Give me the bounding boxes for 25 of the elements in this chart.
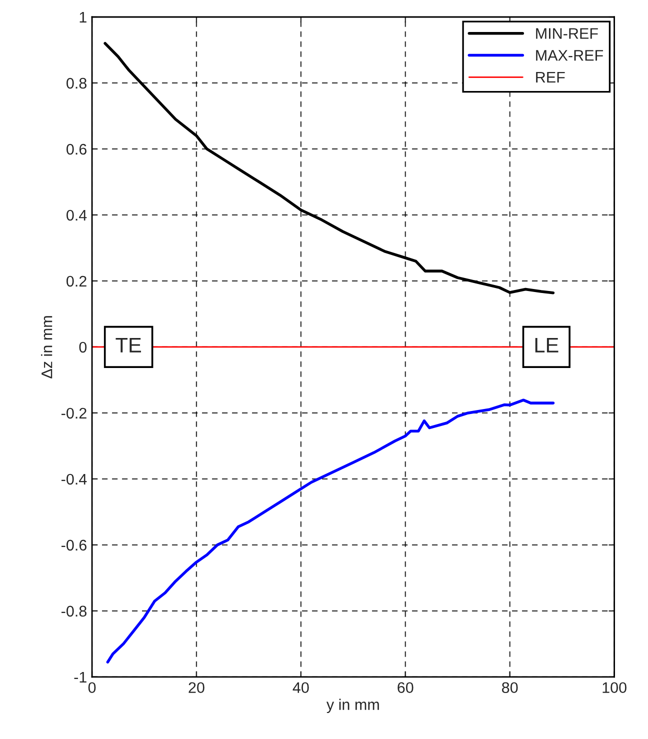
y-tick-label: -0.2 xyxy=(62,408,86,419)
y-tick-label: -0.8 xyxy=(62,606,86,617)
legend-label: MAX-REF xyxy=(536,50,603,61)
legend-label: REF xyxy=(536,72,565,83)
annotation: TE xyxy=(116,338,141,352)
y-tick-label: 1 xyxy=(80,12,86,23)
x-tick-label: 0 xyxy=(88,682,96,694)
y-tick-label: 0.8 xyxy=(66,78,86,89)
y-tick-label: 0.4 xyxy=(66,210,87,221)
y-tick-label: 0 xyxy=(79,342,87,353)
x-tick-label: 100 xyxy=(602,682,626,694)
x-tick-label: 40 xyxy=(292,682,309,694)
y-tick-label: -0.6 xyxy=(62,540,86,551)
y-axis-title: Δz in mm xyxy=(41,316,52,378)
y-tick-label: -0.4 xyxy=(62,474,87,485)
annotation: LE xyxy=(535,338,558,352)
legend-label: MIN-REF xyxy=(536,28,598,39)
y-tick-label: 0.6 xyxy=(66,144,86,155)
x-tick-label: 20 xyxy=(188,682,204,694)
y-tick-label: -1 xyxy=(74,672,86,682)
x-axis-title: y in mm xyxy=(326,698,379,714)
x-tick-label: 80 xyxy=(502,682,518,694)
line-series xyxy=(106,398,555,664)
y-tick-label: 0.2 xyxy=(66,276,86,287)
x-tick-label: 60 xyxy=(398,682,414,694)
